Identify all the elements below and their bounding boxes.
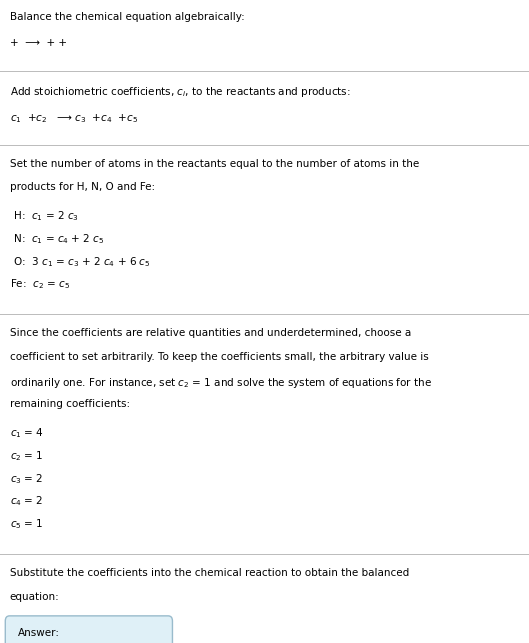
Text: $c_4$ = 2: $c_4$ = 2 <box>10 494 43 508</box>
Text: O:  3 $c_1$ = $c_3$ + 2 $c_4$ + 6 $c_5$: O: 3 $c_1$ = $c_3$ + 2 $c_4$ + 6 $c_5$ <box>10 255 150 269</box>
Text: $c_3$ = 2: $c_3$ = 2 <box>10 472 43 485</box>
FancyBboxPatch shape <box>5 616 172 643</box>
Text: ordinarily one. For instance, set $c_2$ = 1 and solve the system of equations fo: ordinarily one. For instance, set $c_2$ … <box>10 376 432 390</box>
Text: $c_5$ = 1: $c_5$ = 1 <box>10 517 43 530</box>
Text: remaining coefficients:: remaining coefficients: <box>10 399 130 410</box>
Text: Substitute the coefficients into the chemical reaction to obtain the balanced: Substitute the coefficients into the che… <box>10 568 409 578</box>
Text: products for H, N, O and Fe:: products for H, N, O and Fe: <box>10 183 154 192</box>
Text: +  ⟶  + +: + ⟶ + + <box>10 39 67 48</box>
Text: Since the coefficients are relative quantities and underdetermined, choose a: Since the coefficients are relative quan… <box>10 329 411 338</box>
Text: $c_1$ = 4: $c_1$ = 4 <box>10 426 43 440</box>
Text: $c_2$ = 1: $c_2$ = 1 <box>10 449 43 463</box>
Text: coefficient to set arbitrarily. To keep the coefficients small, the arbitrary va: coefficient to set arbitrarily. To keep … <box>10 352 428 362</box>
Text: Set the number of atoms in the reactants equal to the number of atoms in the: Set the number of atoms in the reactants… <box>10 159 419 168</box>
Text: H:  $c_1$ = 2 $c_3$: H: $c_1$ = 2 $c_3$ <box>10 210 78 223</box>
Text: Answer:: Answer: <box>17 628 59 638</box>
Text: N:  $c_1$ = $c_4$ + 2 $c_5$: N: $c_1$ = $c_4$ + 2 $c_5$ <box>10 232 104 246</box>
Text: equation:: equation: <box>10 592 59 602</box>
Text: Balance the chemical equation algebraically:: Balance the chemical equation algebraica… <box>10 12 244 22</box>
Text: Fe:  $c_2$ = $c_5$: Fe: $c_2$ = $c_5$ <box>10 277 69 291</box>
Text: $c_1$  +$c_2$   ⟶ $c_3$  +$c_4$  +$c_5$: $c_1$ +$c_2$ ⟶ $c_3$ +$c_4$ +$c_5$ <box>10 112 138 125</box>
Text: Add stoichiometric coefficients, $c_i$, to the reactants and products:: Add stoichiometric coefficients, $c_i$, … <box>10 85 350 99</box>
